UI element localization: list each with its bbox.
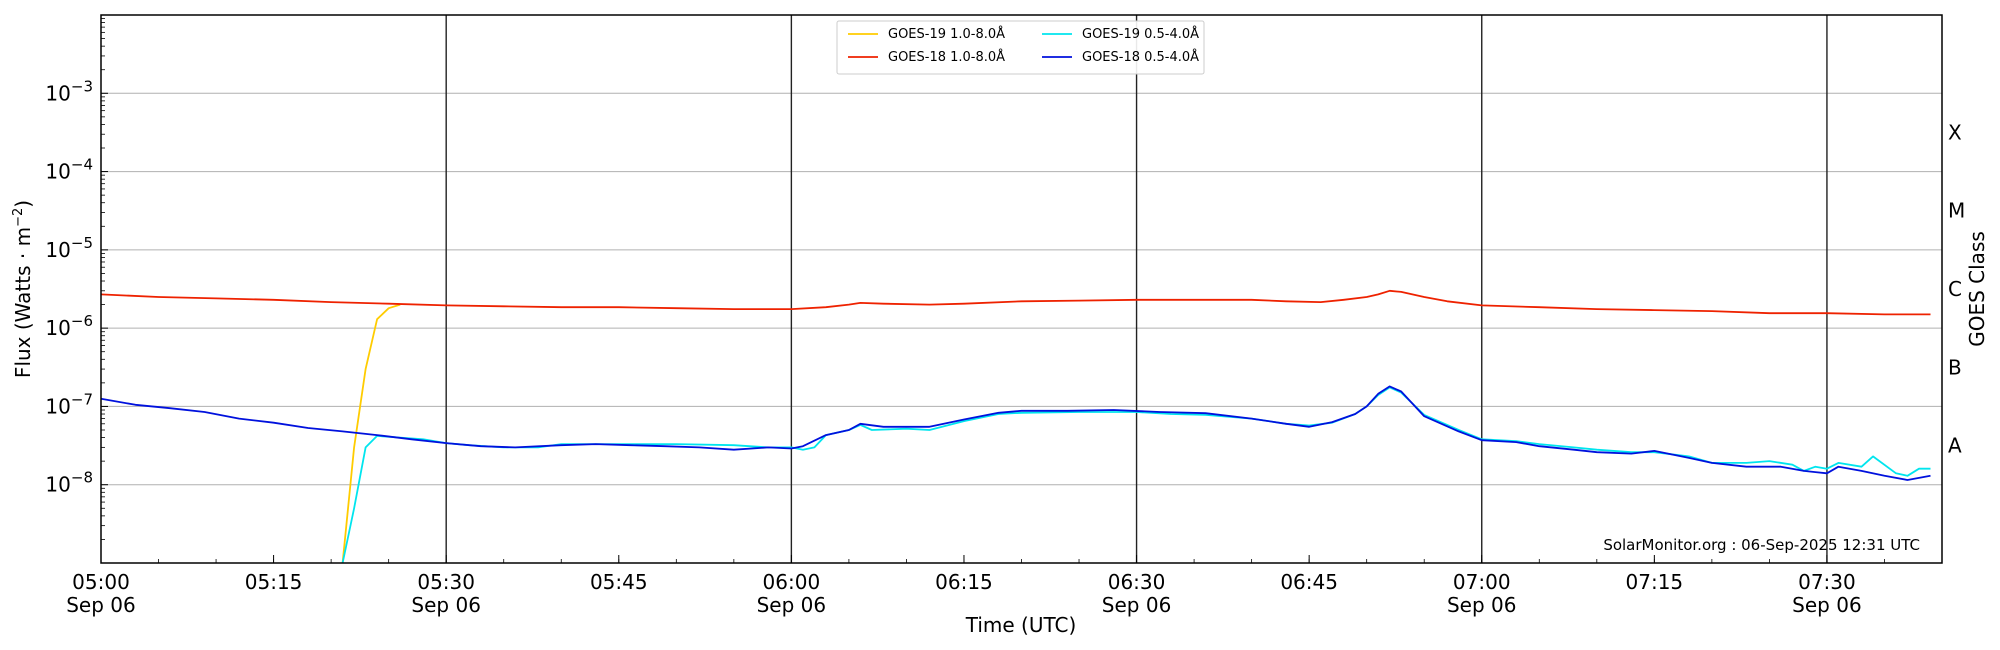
x-tick-label: 05:45 — [590, 570, 648, 594]
x-tick-label: 05:00 — [72, 570, 130, 594]
goes-class-label: B — [1948, 355, 1962, 379]
legend-box — [836, 20, 1205, 75]
series-layer — [100, 289, 1931, 564]
x-tick-label: 07:00 — [1453, 570, 1511, 594]
y-tick-label: 10−5 — [45, 234, 93, 262]
vertical-marker-layer — [445, 15, 1828, 563]
goes-class-label: X — [1948, 120, 1962, 144]
legend-label: GOES-18 1.0-8.0Å — [888, 49, 1005, 65]
legend-items: GOES-19 1.0-8.0Å GOES-18 1.0-8.0Å GOES-19 … — [848, 26, 1199, 65]
credit-text: SolarMonitor.org : 06-Sep-2025 12:31 UTC — [1603, 536, 1920, 554]
y-axis-ticks: 10−8 10−7 10−6 10−5 10−4 10−3 — [45, 18, 108, 540]
x-tick-label: 06:30 — [1108, 570, 1166, 594]
x-tick-label: 07:15 — [1626, 570, 1684, 594]
legend-label: GOES-18 0.5-4.0Å — [1082, 49, 1199, 65]
x-tick-label: 07:30 — [1798, 570, 1856, 594]
series-line — [100, 385, 1931, 481]
x-tick-date-label: Sep 06 — [1102, 593, 1172, 617]
y-tick-label: 10−3 — [45, 77, 93, 105]
legend-label: GOES-19 1.0-8.0Å — [888, 26, 1005, 42]
x-tick-date-label: Sep 06 — [1447, 593, 1517, 617]
goes-class-label: M — [1948, 199, 1965, 223]
x-tick-label: 06:00 — [763, 570, 821, 594]
x-tick-date-label: Sep 06 — [1792, 593, 1862, 617]
goes-class-labels: A B C M X — [1948, 120, 1965, 457]
goes-class-label: C — [1948, 277, 1962, 301]
x-axis-title: Time (UTC) — [965, 613, 1077, 637]
y-axis-title: Flux (Watts · m−2) — [11, 200, 35, 378]
series-line — [341, 303, 401, 564]
y-tick-label: 10−8 — [45, 469, 93, 497]
x-tick-label: 06:45 — [1280, 570, 1338, 594]
y-tick-label: 10−6 — [45, 312, 93, 340]
legend: GOES-19 1.0-8.0Å GOES-18 1.0-8.0Å GOES-19 … — [836, 20, 1205, 75]
x-tick-date-label: Sep 06 — [757, 593, 827, 617]
legend-label: GOES-19 0.5-4.0Å — [1082, 26, 1199, 42]
x-tick-date-label: Sep 06 — [411, 593, 481, 617]
x-tick-date-label: Sep 06 — [66, 593, 136, 617]
right-axis-title: GOES Class — [1965, 231, 1989, 347]
y-tick-label: 10−4 — [45, 156, 93, 184]
x-tick-label: 05:30 — [417, 570, 475, 594]
series-line — [100, 289, 1931, 316]
y-tick-label: 10−7 — [45, 390, 93, 418]
x-tick-label: 06:15 — [935, 570, 993, 594]
goes-class-label: A — [1948, 434, 1962, 458]
x-tick-label: 05:15 — [245, 570, 303, 594]
grid-layer — [101, 92, 1942, 486]
plot-frame — [100, 14, 1943, 564]
